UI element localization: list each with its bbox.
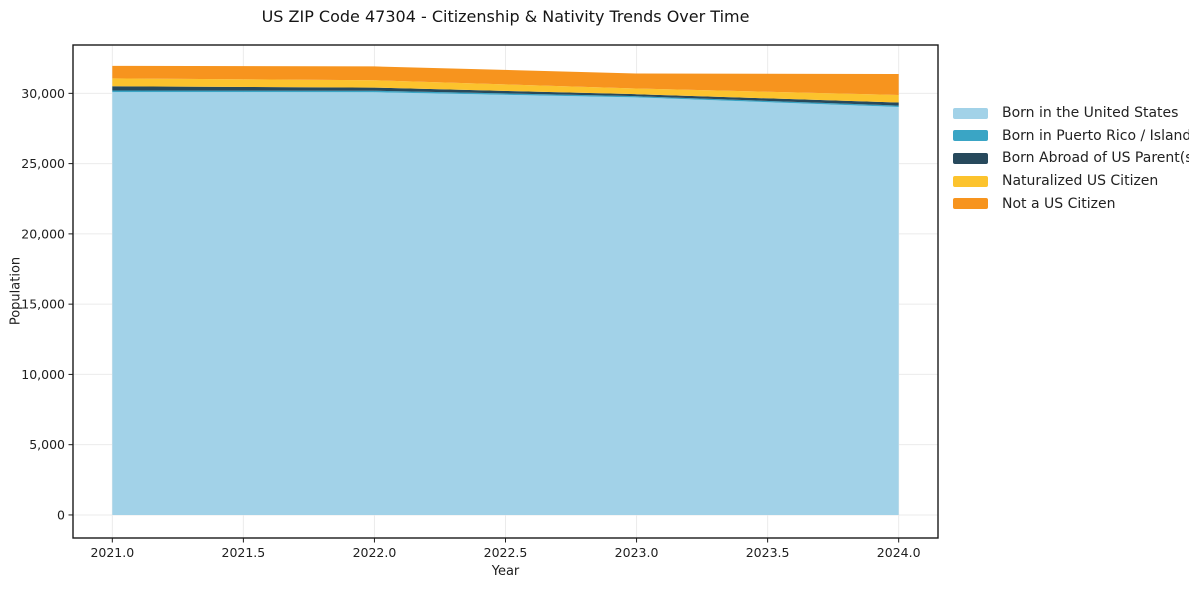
y-tick-label: 15,000: [21, 297, 65, 312]
y-tick-label: 30,000: [21, 86, 65, 101]
legend-swatch-born-in-us-icon: [953, 107, 988, 119]
y-tick-label: 20,000: [21, 226, 65, 241]
legend-item-naturalized: Naturalized US Citizen: [953, 173, 1189, 189]
legend-item-born-abroad: Born Abroad of US Parent(s): [953, 150, 1189, 166]
legend-swatch-not-citizen-icon: [953, 198, 988, 210]
x-tick-label: 2021.0: [90, 545, 134, 560]
legend-label-naturalized: Naturalized US Citizen: [1002, 173, 1159, 190]
area-not-a-us-citizen: [112, 65, 899, 95]
y-tick-label: 5,000: [29, 437, 65, 452]
x-tick-label: 2023.0: [615, 545, 659, 560]
legend-item-not-citizen: Not a US Citizen: [953, 196, 1189, 212]
area-born-in-the-united-states: [112, 92, 899, 515]
legend-item-born-in-us: Born in the United States: [953, 105, 1189, 121]
area-born-abroad-of-us-parent-s: [112, 86, 899, 106]
legend-label-born-abroad: Born Abroad of US Parent(s): [1002, 150, 1189, 167]
legend-swatch-born-puerto-rico-icon: [953, 130, 988, 142]
legend-swatch-born-abroad-icon: [953, 152, 988, 164]
x-tick-label: 2024.0: [877, 545, 921, 560]
x-tick-label: 2023.5: [746, 545, 790, 560]
x-axis-label: Year: [491, 564, 520, 579]
x-tick-label: 2021.5: [222, 545, 266, 560]
x-tick-label: 2022.5: [484, 545, 528, 560]
y-axis-label: Population: [8, 256, 24, 326]
chart-title: US ZIP Code 47304 - Citizenship & Nativi…: [261, 7, 750, 26]
legend-item-born-puerto-rico: Born in Puerto Rico / Islands: [953, 128, 1189, 144]
legend-label-born-puerto-rico: Born in Puerto Rico / Islands: [1002, 127, 1189, 144]
y-tick-label: 25,000: [21, 156, 65, 171]
area-born-in-puerto-rico-islands: [112, 90, 899, 107]
legend-label-not-citizen: Not a US Citizen: [1002, 195, 1116, 212]
legend-label-born-in-us: Born in the United States: [1002, 105, 1179, 121]
area-naturalized-us-citizen: [112, 78, 899, 103]
y-tick-label: 0: [57, 507, 65, 522]
y-tick-label: 10,000: [21, 367, 65, 382]
legend-swatch-naturalized-icon: [953, 175, 988, 187]
x-tick-label: 2022.0: [353, 545, 397, 560]
legend: Born in the United States Born in Puerto…: [953, 105, 1189, 218]
